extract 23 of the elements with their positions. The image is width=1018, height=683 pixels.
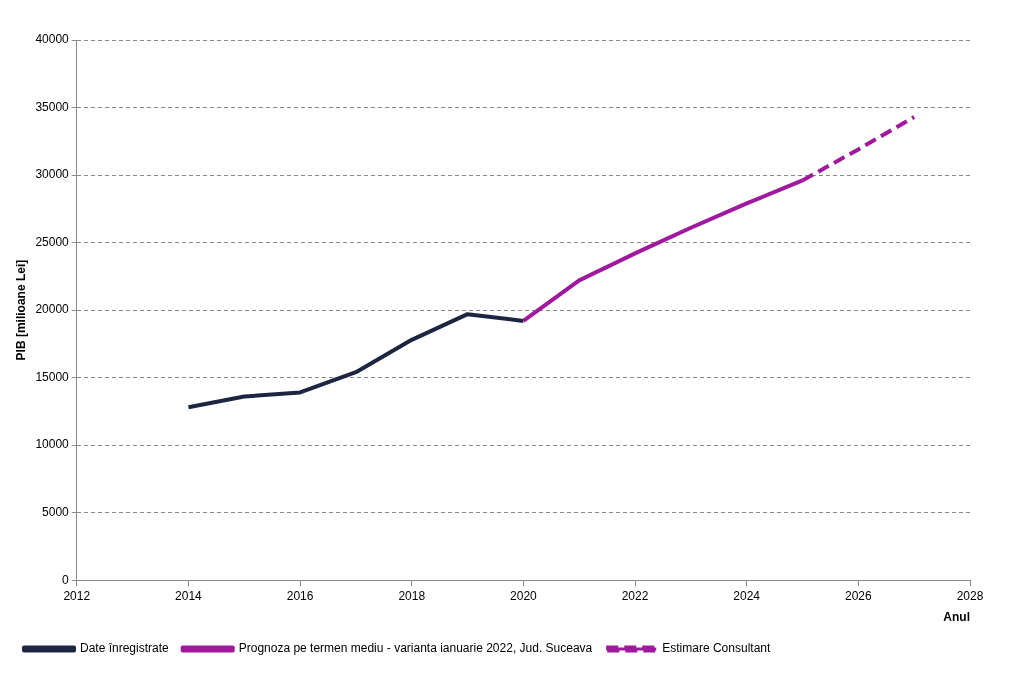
- legend-label: Prognoza pe termen mediu - varianta ianuarie 2022, Jud. Suceava: [238, 641, 593, 656]
- y-tick-label: 30000: [35, 167, 70, 182]
- x-tick-label: 2016: [286, 588, 314, 603]
- x-tick-label: 2026: [844, 588, 873, 603]
- legend-label: Estimare Consultant: [662, 641, 771, 656]
- y-tick-label: 15000: [35, 369, 70, 384]
- y-tick-label: 40000: [35, 32, 70, 47]
- x-tick-label: 2012: [63, 588, 91, 603]
- x-tick-label: 2020: [510, 588, 538, 603]
- x-axis-title: Anul: [943, 610, 970, 625]
- y-tick-label: 0: [62, 572, 70, 587]
- x-tick-label: 2024: [733, 588, 761, 603]
- legend-label: Date înregistrate: [80, 641, 170, 656]
- y-tick-label: 35000: [35, 99, 70, 114]
- y-tick-label: 10000: [35, 437, 70, 452]
- y-axis-title: PIB [milioane Lei]: [13, 259, 28, 361]
- x-tick-label: 2014: [175, 588, 203, 603]
- y-tick-label: 5000: [42, 504, 70, 519]
- y-tick-label: 25000: [35, 234, 70, 249]
- y-tick-label: 20000: [35, 302, 70, 317]
- x-tick-label: 2018: [398, 588, 426, 603]
- x-tick-label: 2022: [621, 588, 649, 603]
- x-tick-label: 2028: [956, 588, 984, 603]
